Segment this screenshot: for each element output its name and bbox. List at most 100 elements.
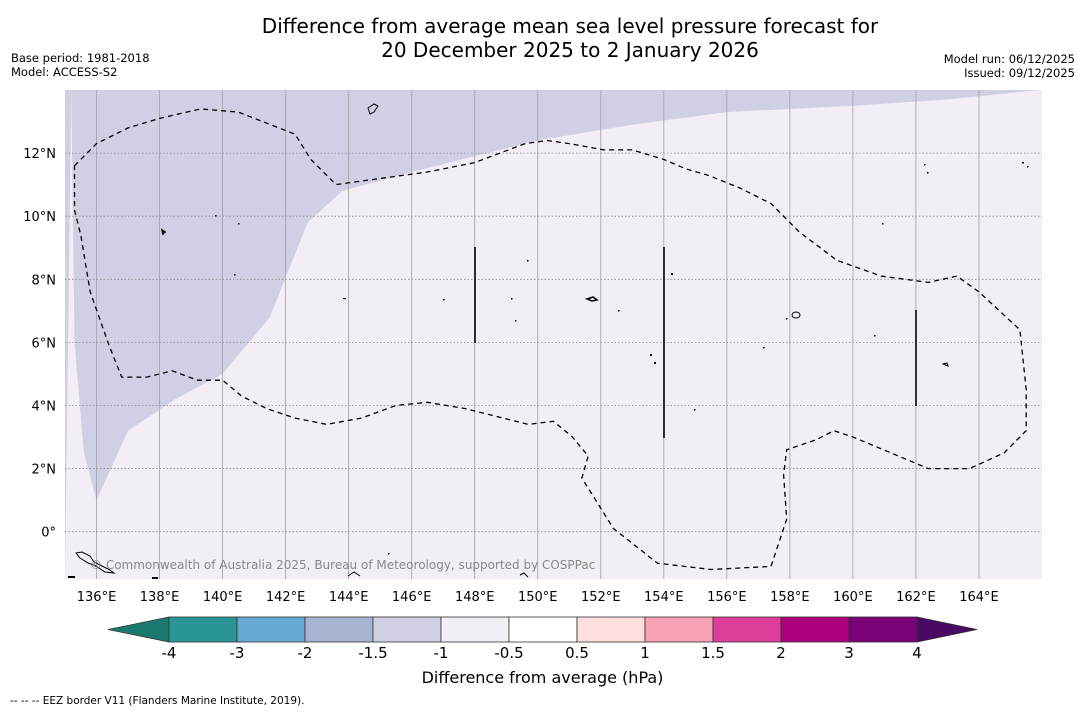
title-line-1: Difference from average mean sea level p… (261, 14, 879, 38)
colorbar-segment (780, 616, 850, 643)
islet (694, 409, 696, 411)
lon-tick-label: 148°E (455, 590, 495, 605)
eez-border (73, 108, 1027, 571)
lon-tick-label: 158°E (770, 590, 810, 605)
lat-tick-label: 8°N (32, 273, 57, 288)
islet (215, 215, 217, 217)
colorbar: -4 -3 -2 -1.5 -1 -0.5 0.5 1 1.5 2 3 4 (107, 616, 978, 662)
colorbar-tick-label: -2 (298, 644, 313, 662)
model-name: Model: ACCESS-S2 (11, 65, 118, 79)
colorbar-tick-label: 3 (844, 644, 854, 662)
colorbar-segment (848, 616, 918, 643)
colorbar-segment (440, 616, 510, 643)
islet (882, 223, 884, 225)
lon-tick-label: 142°E (266, 590, 306, 605)
colorbar-segment (304, 616, 374, 643)
islet (671, 273, 673, 275)
island-outline (791, 311, 801, 319)
colorbar-segment (168, 616, 238, 643)
lon-tick-label: 138°E (140, 590, 180, 605)
islet (234, 274, 236, 276)
islet (927, 172, 929, 174)
colorbar-tick-label: 1 (640, 644, 650, 662)
islet (763, 347, 765, 349)
island-markers (75, 103, 949, 578)
island-outline (160, 228, 167, 236)
islet (924, 164, 926, 166)
lon-tick-label: 140°E (203, 590, 243, 605)
colorbar-tick-label: -4 (162, 644, 177, 662)
colorbar-tick-label: 4 (912, 644, 922, 662)
title-line-2: 20 December 2025 to 2 January 2026 (381, 38, 759, 62)
colorbar-segment (712, 616, 782, 643)
islet (786, 318, 788, 320)
meta-left: Base period: 1981-2018 Model: ACCESS-S2 (11, 51, 150, 79)
islet (874, 335, 876, 337)
islet (443, 299, 445, 301)
islet (527, 260, 529, 262)
lat-tick-label: 4°N (32, 399, 57, 414)
colorbar-segment (372, 616, 442, 643)
islet (343, 298, 346, 300)
islet (152, 577, 158, 579)
lon-tick-label: 136°E (77, 590, 117, 605)
islet (654, 362, 656, 364)
small-islets (68, 162, 1029, 579)
lat-tick-label: 0° (41, 526, 56, 541)
island-outline (941, 362, 949, 367)
colorbar-tick-label: -1.5 (358, 644, 387, 662)
eez-footnote: -- -- -- EEZ border V11 (Flanders Marine… (10, 695, 305, 707)
lon-tick-label: 146°E (392, 590, 432, 605)
islet (1027, 166, 1029, 168)
colorbar-tick-label: -3 (230, 644, 245, 662)
lat-tick-label: 10°N (23, 210, 56, 225)
colorbar-label: Difference from average (hPa) (421, 668, 664, 687)
island-outline (367, 103, 379, 115)
lon-tick-label: 162°E (896, 590, 936, 605)
fill-neg15-to-neg1 (65, 90, 1042, 579)
colorbar-tick-label: 2 (776, 644, 786, 662)
colorbar-segment (576, 616, 646, 643)
colorbar-segment (236, 616, 306, 643)
model-run: Model run: 06/12/2025 (943, 52, 1075, 66)
lon-tick-label: 150°E (518, 590, 558, 605)
island-outline (75, 551, 116, 574)
colorbar-extend-low (107, 616, 170, 643)
issued-date: Issued: 09/12/2025 (964, 66, 1075, 80)
lon-tick-label: 152°E (581, 590, 621, 605)
island-outline (584, 296, 599, 302)
islet (1022, 162, 1024, 164)
lon-tick-label: 144°E (329, 590, 369, 605)
base-period: Base period: 1981-2018 (11, 51, 150, 65)
colorbar-tick-label: -1 (434, 644, 449, 662)
islet (238, 223, 240, 225)
chart-title: Difference from average mean sea level p… (0, 14, 1085, 62)
colorbar-segment (644, 616, 714, 643)
islet (618, 310, 620, 312)
islet (650, 354, 652, 356)
colorbar-extend-high (916, 616, 978, 643)
lon-tick-label: 154°E (644, 590, 684, 605)
lat-tick-label: 6°N (32, 336, 57, 351)
lat-tick-label: 12°N (23, 147, 56, 162)
lon-tick-label: 164°E (959, 590, 999, 605)
lat-tick-label: 2°N (32, 463, 57, 478)
islet (515, 320, 517, 322)
colorbar-segment (508, 616, 578, 643)
lon-tick-label: 156°E (707, 590, 747, 605)
island-outline (519, 572, 529, 578)
colorbar-tick-label: 1.5 (701, 644, 725, 662)
meta-right: Model run: 06/12/2025 Issued: 09/12/2025 (944, 52, 1075, 80)
gridlines (65, 90, 1042, 579)
map-area (65, 90, 1042, 579)
islet (511, 298, 513, 300)
axis-labels: 136°E 138°E 140°E 142°E 144°E 146°E 148°E 150°E… (23, 147, 999, 605)
copyright-notice: © Commonwealth of Australia 2025, Bureau… (90, 558, 596, 572)
colorbar-tick-label: 0.5 (565, 644, 589, 662)
lon-tick-label: 160°E (833, 590, 873, 605)
islet (68, 576, 75, 578)
island-outline (347, 571, 361, 577)
islet (388, 553, 390, 555)
colorbar-tick-label: -0.5 (494, 644, 523, 662)
